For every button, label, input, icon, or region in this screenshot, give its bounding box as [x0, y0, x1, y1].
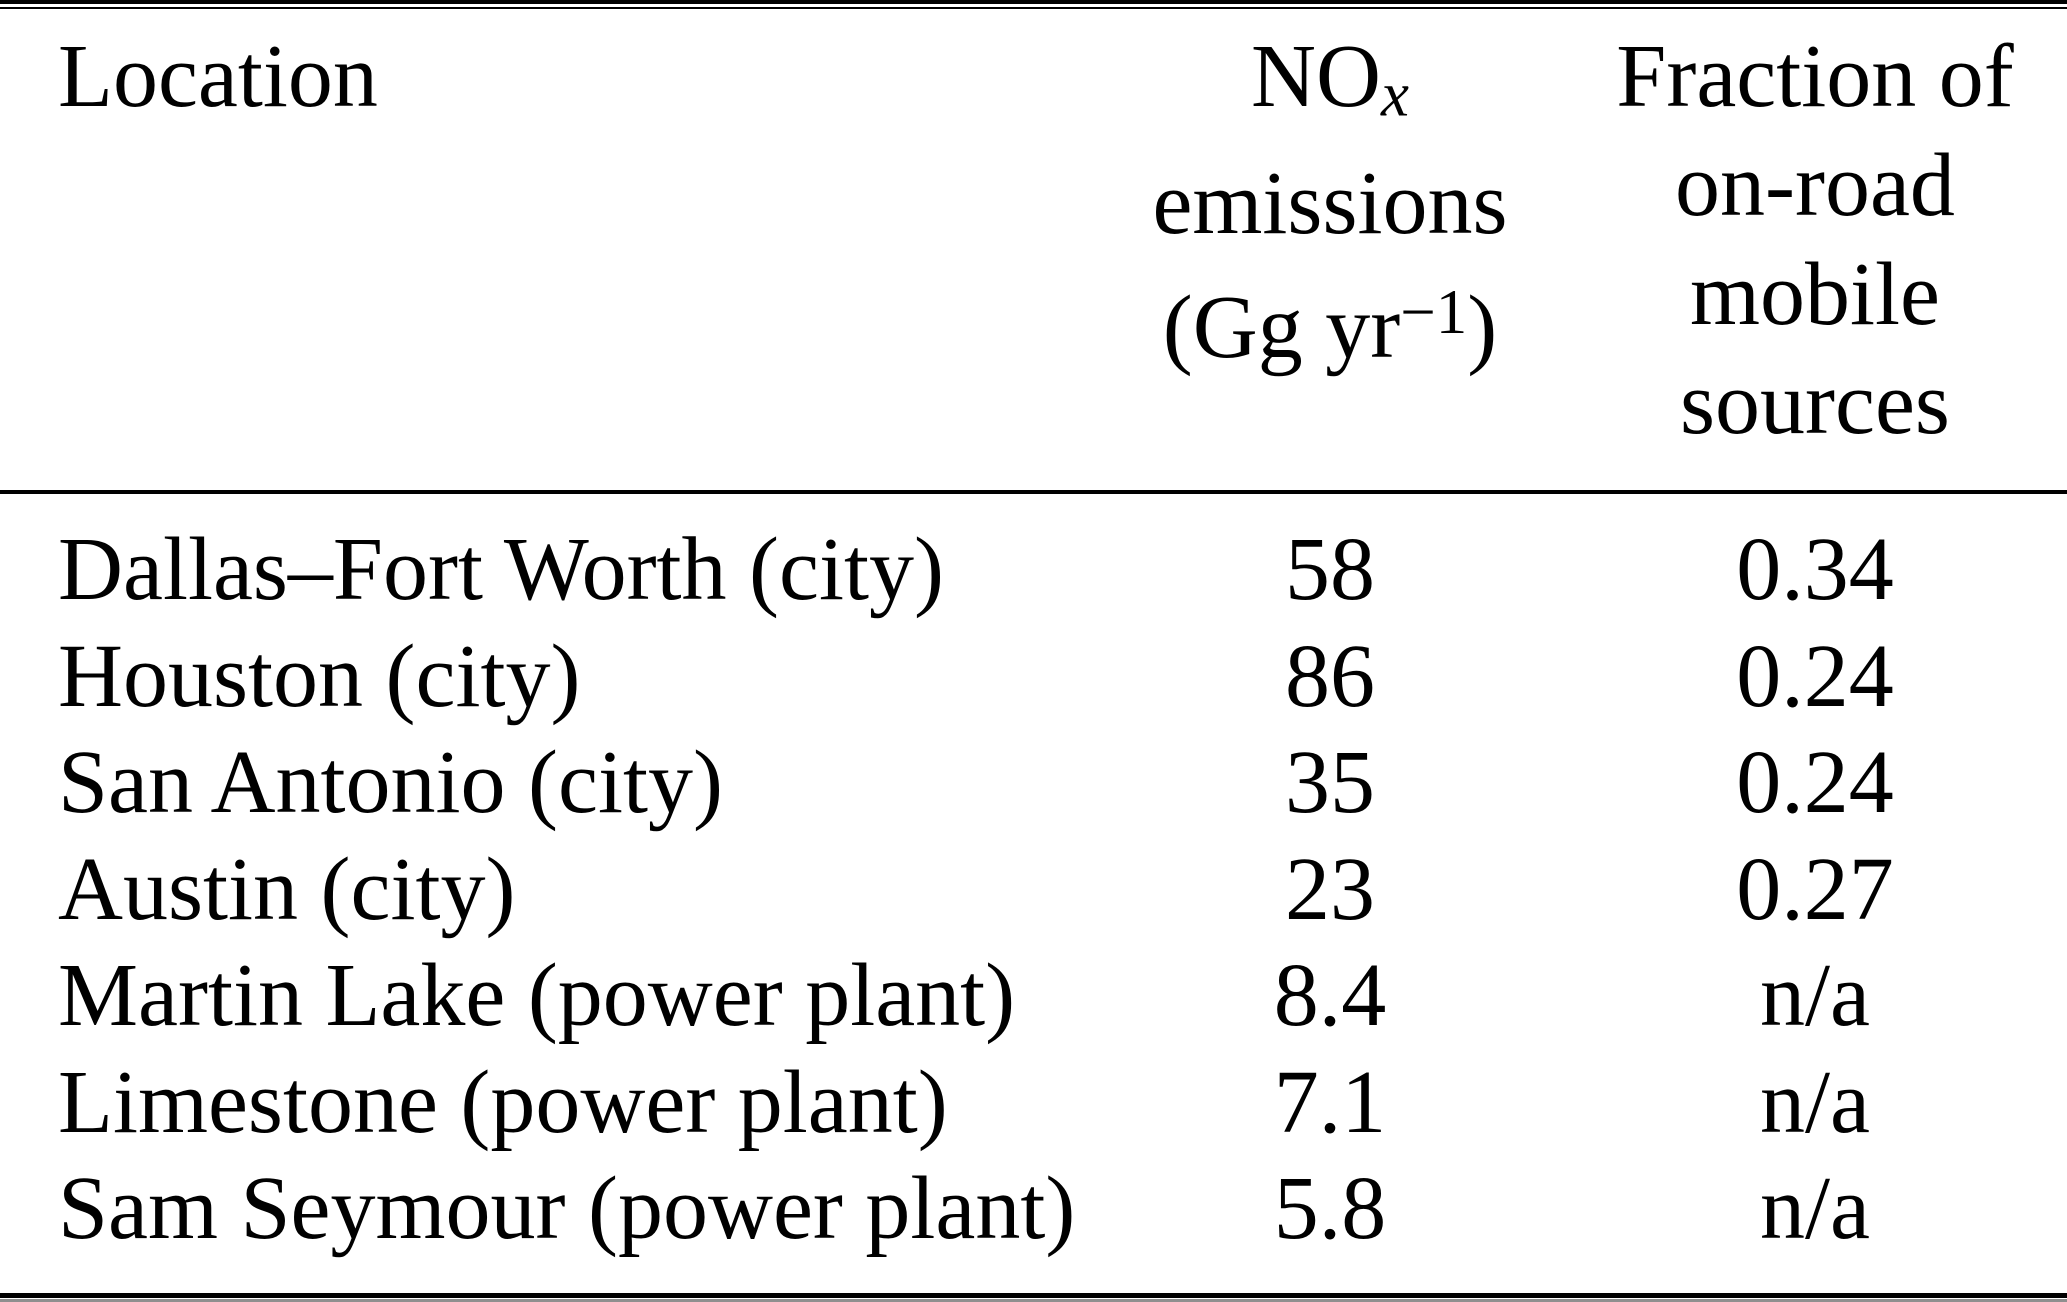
nox-symbol-subscript: x: [1381, 59, 1409, 130]
table-row: Sam Seymour (power plant) 5.8 n/a: [0, 1156, 2067, 1263]
nox-value-cell: 23: [1285, 839, 1375, 939]
header-divider-rule: [0, 490, 2067, 494]
fraction-header-line-3: mobile: [1690, 245, 1940, 344]
nox-value-cell: 5.8: [1273, 1159, 1387, 1258]
fraction-header-line-2: on-road: [1675, 136, 1955, 235]
bottom-rule: [0, 1293, 2067, 1298]
nox-unit-close: ): [1467, 278, 1498, 378]
fraction-value-cell: 0.27: [1736, 839, 1894, 939]
table-row: Martin Lake (power plant) 8.4 n/a: [0, 943, 2067, 1050]
fraction-value-cell: n/a: [1760, 946, 1870, 1045]
table-row: San Antonio (city) 35 0.24: [0, 730, 2067, 837]
nox-value-cell: 7.1: [1273, 1052, 1387, 1152]
location-cell: Sam Seymour (power plant): [58, 1159, 1076, 1258]
location-cell: Limestone (power plant): [58, 1052, 948, 1152]
nox-value-cell: 35: [1285, 733, 1375, 832]
fraction-value-cell: n/a: [1760, 1052, 1870, 1152]
table-row: Limestone (power plant) 7.1 n/a: [0, 1050, 2067, 1157]
nox-value-cell: 86: [1285, 626, 1375, 726]
nox-unit-line: (Gg yr−1): [1130, 258, 1530, 382]
nox-value-cell: 8.4: [1273, 946, 1387, 1045]
top-rule-outer: [0, 0, 2067, 4]
fraction-value-cell: n/a: [1760, 1159, 1870, 1258]
column-header-nox-emissions: NOx emissions (Gg yr−1): [1130, 22, 1530, 382]
table-body: Dallas–Fort Worth (city) 58 0.34 Houston…: [0, 517, 2067, 1263]
fraction-header-line-4: sources: [1680, 354, 1950, 453]
location-cell: Dallas–Fort Worth (city): [58, 520, 944, 619]
fraction-header-line-1: Fraction of: [1616, 27, 2014, 126]
nox-value-cell: 58: [1285, 520, 1375, 619]
table-row: Dallas–Fort Worth (city) 58 0.34: [0, 517, 2067, 624]
location-cell: San Antonio (city): [58, 733, 723, 832]
nox-unit-exponent: −1: [1400, 277, 1468, 348]
nox-symbol-main: NO: [1251, 27, 1382, 126]
nox-unit-open: (Gg yr: [1162, 278, 1401, 378]
fraction-value-cell: 0.34: [1736, 520, 1894, 619]
nox-emissions-line: emissions: [1152, 154, 1508, 254]
location-header-label: Location: [58, 27, 378, 126]
fraction-value-cell: 0.24: [1736, 733, 1894, 832]
table-row: Austin (city) 23 0.27: [0, 837, 2067, 944]
bottom-rule-edge: [0, 1299, 2067, 1302]
nox-symbol-line: NOx: [1130, 22, 1530, 149]
column-header-location: Location: [58, 22, 378, 131]
location-cell: Houston (city): [58, 626, 581, 726]
top-rule-inner: [0, 7, 2067, 9]
fraction-value-cell: 0.24: [1736, 626, 1894, 726]
location-cell: Martin Lake (power plant): [58, 946, 1016, 1045]
table-row: Houston (city) 86 0.24: [0, 624, 2067, 731]
location-cell: Austin (city): [58, 839, 516, 939]
column-header-fraction: Fraction of on-road mobile sources: [1605, 22, 2025, 458]
